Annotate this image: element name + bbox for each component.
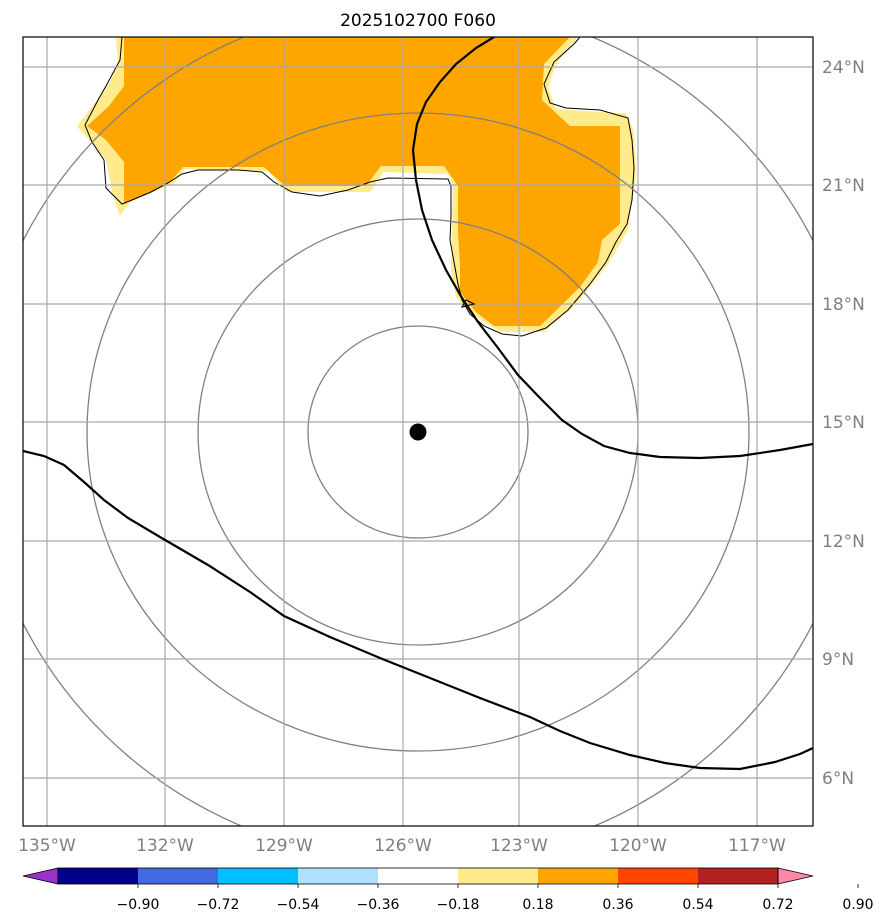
map-plot-area: [23, 37, 813, 826]
contour-north: [411, 37, 813, 460]
colorbar-tick-label: −0.54: [277, 897, 320, 913]
range-ring-inner: [307, 325, 529, 539]
field-core: [87, 37, 620, 326]
colorbar-tick-label: −0.72: [197, 897, 240, 913]
lat-tick-label: 21°N: [822, 176, 865, 196]
lon-tick-label: 126°W: [374, 836, 432, 856]
lat-tick-label: 9°N: [822, 650, 854, 670]
colorbar-tick-label: 0.18: [522, 897, 553, 913]
colorbar-outline: [57, 867, 779, 885]
colorbar-extend-low: [22, 867, 59, 885]
colorbar-tick-label: −0.36: [357, 897, 400, 913]
lon-tick-label: 120°W: [609, 836, 667, 856]
lat-tick-label: 12°N: [822, 532, 865, 552]
lon-tick-label: 129°W: [255, 836, 313, 856]
contours: [23, 37, 813, 771]
colorbar-tick-label: 0.36: [602, 897, 633, 913]
colorbar-box: [378, 868, 459, 884]
map-frame: [22, 36, 814, 827]
lat-tick-label: 18°N: [822, 295, 865, 315]
colorbar: [22, 867, 859, 888]
lat-tick-label: 24°N: [822, 58, 865, 78]
colorbar-tick-labels: −0.90 −0.72 −0.54 −0.36 −0.18 0.18 0.36 …: [117, 897, 874, 913]
flag-marker-icon: [460, 299, 476, 308]
colorbar-tick-label: −0.90: [117, 897, 160, 913]
lon-tick-label: 135°W: [18, 836, 76, 856]
lon-tick-labels: 135°W 132°W 129°W 126°W 123°W 120°W 117°…: [18, 836, 786, 856]
coastline: [84, 37, 635, 337]
center-marker: [409, 423, 427, 441]
colorbar-box: [138, 868, 219, 884]
range-ring-3: [86, 112, 750, 752]
lon-tick-label: 132°W: [136, 836, 194, 856]
lat-tick-labels: 24°N 21°N 18°N 15°N 12°N 9°N 6°N: [822, 58, 865, 789]
colorbar-box: [58, 868, 139, 884]
lat-tick-label: 6°N: [822, 769, 854, 789]
colorbar-tick-label: 0.72: [762, 897, 793, 913]
colorbar-box: [698, 868, 779, 884]
colorbar-box: [298, 868, 379, 884]
lat-tick-label: 15°N: [822, 413, 865, 433]
colorbar-box: [218, 868, 299, 884]
lon-tick-label: 123°W: [490, 836, 548, 856]
colorbar-tick-label: 0.54: [682, 897, 713, 913]
colorbar-box: [458, 868, 539, 884]
colorbar-box: [538, 868, 619, 884]
colorbar-box: [618, 868, 699, 884]
gridlines: [23, 37, 813, 826]
lon-tick-label: 117°W: [728, 836, 786, 856]
colorbar-tick-label: −0.18: [437, 897, 480, 913]
colorbar-tick-label: 0.90: [842, 897, 873, 913]
map-title: 2025102700 F060: [340, 11, 496, 31]
colorbar-extend-high: [777, 867, 814, 885]
contour-south: [23, 449, 813, 771]
